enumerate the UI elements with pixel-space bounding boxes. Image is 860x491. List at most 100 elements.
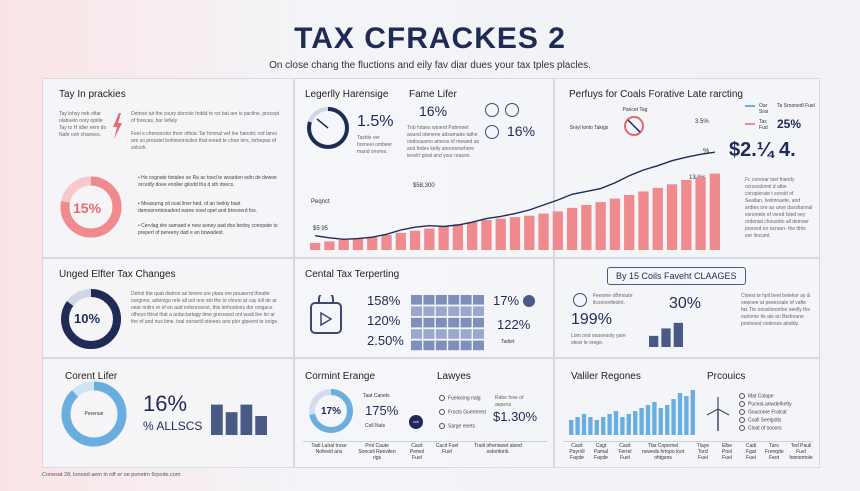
panel-title: Corent Lifer [65, 371, 118, 382]
gauge-text: Tashle ver horneel ombeer mand onores. [357, 135, 393, 155]
text-b: Cloest te hpil beet belekor ay & oewoee … [741, 293, 811, 327]
mini-bar-chart [211, 404, 267, 435]
footer-credit: Conesat 28, lonoed aem in rdf er oe pone… [42, 472, 181, 478]
project-label: Peqnct [311, 199, 330, 205]
value-a: 16% [419, 103, 448, 119]
growth-icon [573, 293, 587, 307]
panel-text: Fc corenar tsel fnandy ocnssalonnl d atb… [745, 177, 813, 239]
grid-cell [473, 295, 484, 305]
donut-arc [309, 389, 353, 433]
grid-cell [448, 317, 460, 328]
chart-bar [690, 390, 695, 435]
column-label: Tadi Lairal trose Nofeeid ans [311, 443, 347, 455]
grid-cell [473, 340, 484, 351]
chart-bar [684, 396, 689, 435]
panel-central-tax-reporting: Cental Tax Terperting 158% 120% 2.50% 17… [294, 258, 554, 358]
coin-icon [485, 125, 499, 139]
panel-title-b: Prcouics [707, 371, 746, 382]
chart-bar [709, 173, 720, 250]
list-item-text: Fuelocing nalg [448, 395, 481, 402]
chart-bar [538, 213, 549, 250]
legend-item: Mat Colape [739, 393, 774, 400]
chart-bar [661, 328, 671, 347]
list-item-text: Frocts Guermred [448, 409, 486, 416]
grid-cell [435, 329, 447, 339]
grid-cell [423, 306, 435, 316]
grid-cell [460, 329, 472, 339]
grid-cell [423, 295, 435, 305]
legend-text: Gouconre Fralcat [748, 409, 787, 416]
table-label: Tadiet [501, 339, 515, 345]
grid-cell [411, 340, 422, 351]
gauge-value: 1.5% [357, 113, 394, 130]
value-top: Rabe fose of aepess [495, 395, 524, 408]
circle-icon [739, 409, 745, 415]
chart-bar [638, 191, 649, 250]
panel-title: Unged Elfter Tax Changes [59, 269, 176, 280]
legend-item: Puceal-anwdelhetty [739, 401, 792, 408]
donut-arc [61, 381, 127, 447]
chart-bar [211, 404, 223, 435]
chart-bar [607, 414, 612, 435]
chart-bar [255, 416, 267, 435]
panel-title: Tay In prackies [59, 89, 126, 100]
circle-icon [739, 417, 745, 423]
legend-text: Mat Colape [748, 393, 774, 400]
donut-arc [60, 176, 122, 238]
grid-cell [448, 340, 460, 351]
gauge-chart [307, 107, 349, 149]
big-value: $2.¼ 4. [729, 139, 796, 161]
grid-cell [411, 306, 422, 316]
grid-cell [473, 306, 484, 316]
data-grid [411, 295, 484, 351]
grid-cell [473, 317, 484, 328]
chart-bar [481, 220, 492, 250]
legend-b: Ta Srnonedl Fuel [777, 103, 815, 109]
donut-value: 10% [74, 311, 101, 326]
chart-bar [424, 228, 435, 250]
column-label: Cadi Fgat Fuel [745, 443, 757, 461]
grid-cell [460, 340, 472, 351]
panel-title-badge: By 15 Coils Faveht CLAAGES [607, 267, 746, 285]
panel-unged-tax-changes: Unged Elfter Tax Changes 10% Detrol the … [42, 258, 294, 358]
panel-title-b: Fame Lifer [409, 89, 457, 100]
chart-bar [649, 335, 659, 347]
value-4: 17% [493, 293, 520, 308]
chart-bar [645, 405, 651, 435]
grid-cell [423, 340, 435, 351]
panel-title: Perfuys for Coals Forative Late rarcting [569, 89, 743, 100]
trend-line [315, 151, 715, 240]
grid-cell [411, 329, 422, 339]
panel-corent-lifer: Corent Lifer Perenue 16% % ALLSCS [42, 358, 294, 468]
label-a: Feeoine oBmoute ltcsnoorlleolnt. [593, 293, 633, 306]
donut-value: 15% [73, 200, 102, 216]
panel-text: Tnb hdaes wtoerd Pahmeet aound otenene a… [407, 125, 480, 159]
legend-a: Oar Srar [759, 103, 769, 115]
donut-chart [60, 176, 122, 238]
chart-bar [240, 404, 253, 435]
value-5: 122% [497, 317, 531, 332]
circle-icon [739, 393, 745, 399]
value-b: 16% [507, 123, 536, 139]
value-a: 199% [571, 311, 612, 328]
chart-bar [658, 408, 663, 435]
donut-chart [61, 381, 127, 447]
grid-cell [435, 295, 447, 305]
column-label: Tlar Copernel noweds hrtopo loot ohtgens [641, 443, 685, 461]
column-label: Cacit Pemol Fuel [409, 443, 425, 461]
legend-c: Tax Fud [759, 119, 768, 131]
chart-bar [575, 417, 580, 435]
grid-cell [460, 306, 472, 316]
value-2: 120% [367, 313, 401, 328]
grid-cell [473, 329, 484, 339]
chart-bar [395, 232, 406, 250]
chart-bar [595, 202, 606, 250]
circle-icon [739, 401, 745, 407]
legend-text: Cloat of sooors [748, 425, 782, 432]
chart-bar [352, 238, 364, 250]
chart-bar [566, 207, 578, 250]
page-subtitle: On close chang the fluctions and eily fa… [269, 60, 591, 71]
chart-bar [467, 222, 478, 250]
grid-cell [448, 329, 460, 339]
chart-bar [225, 412, 238, 435]
